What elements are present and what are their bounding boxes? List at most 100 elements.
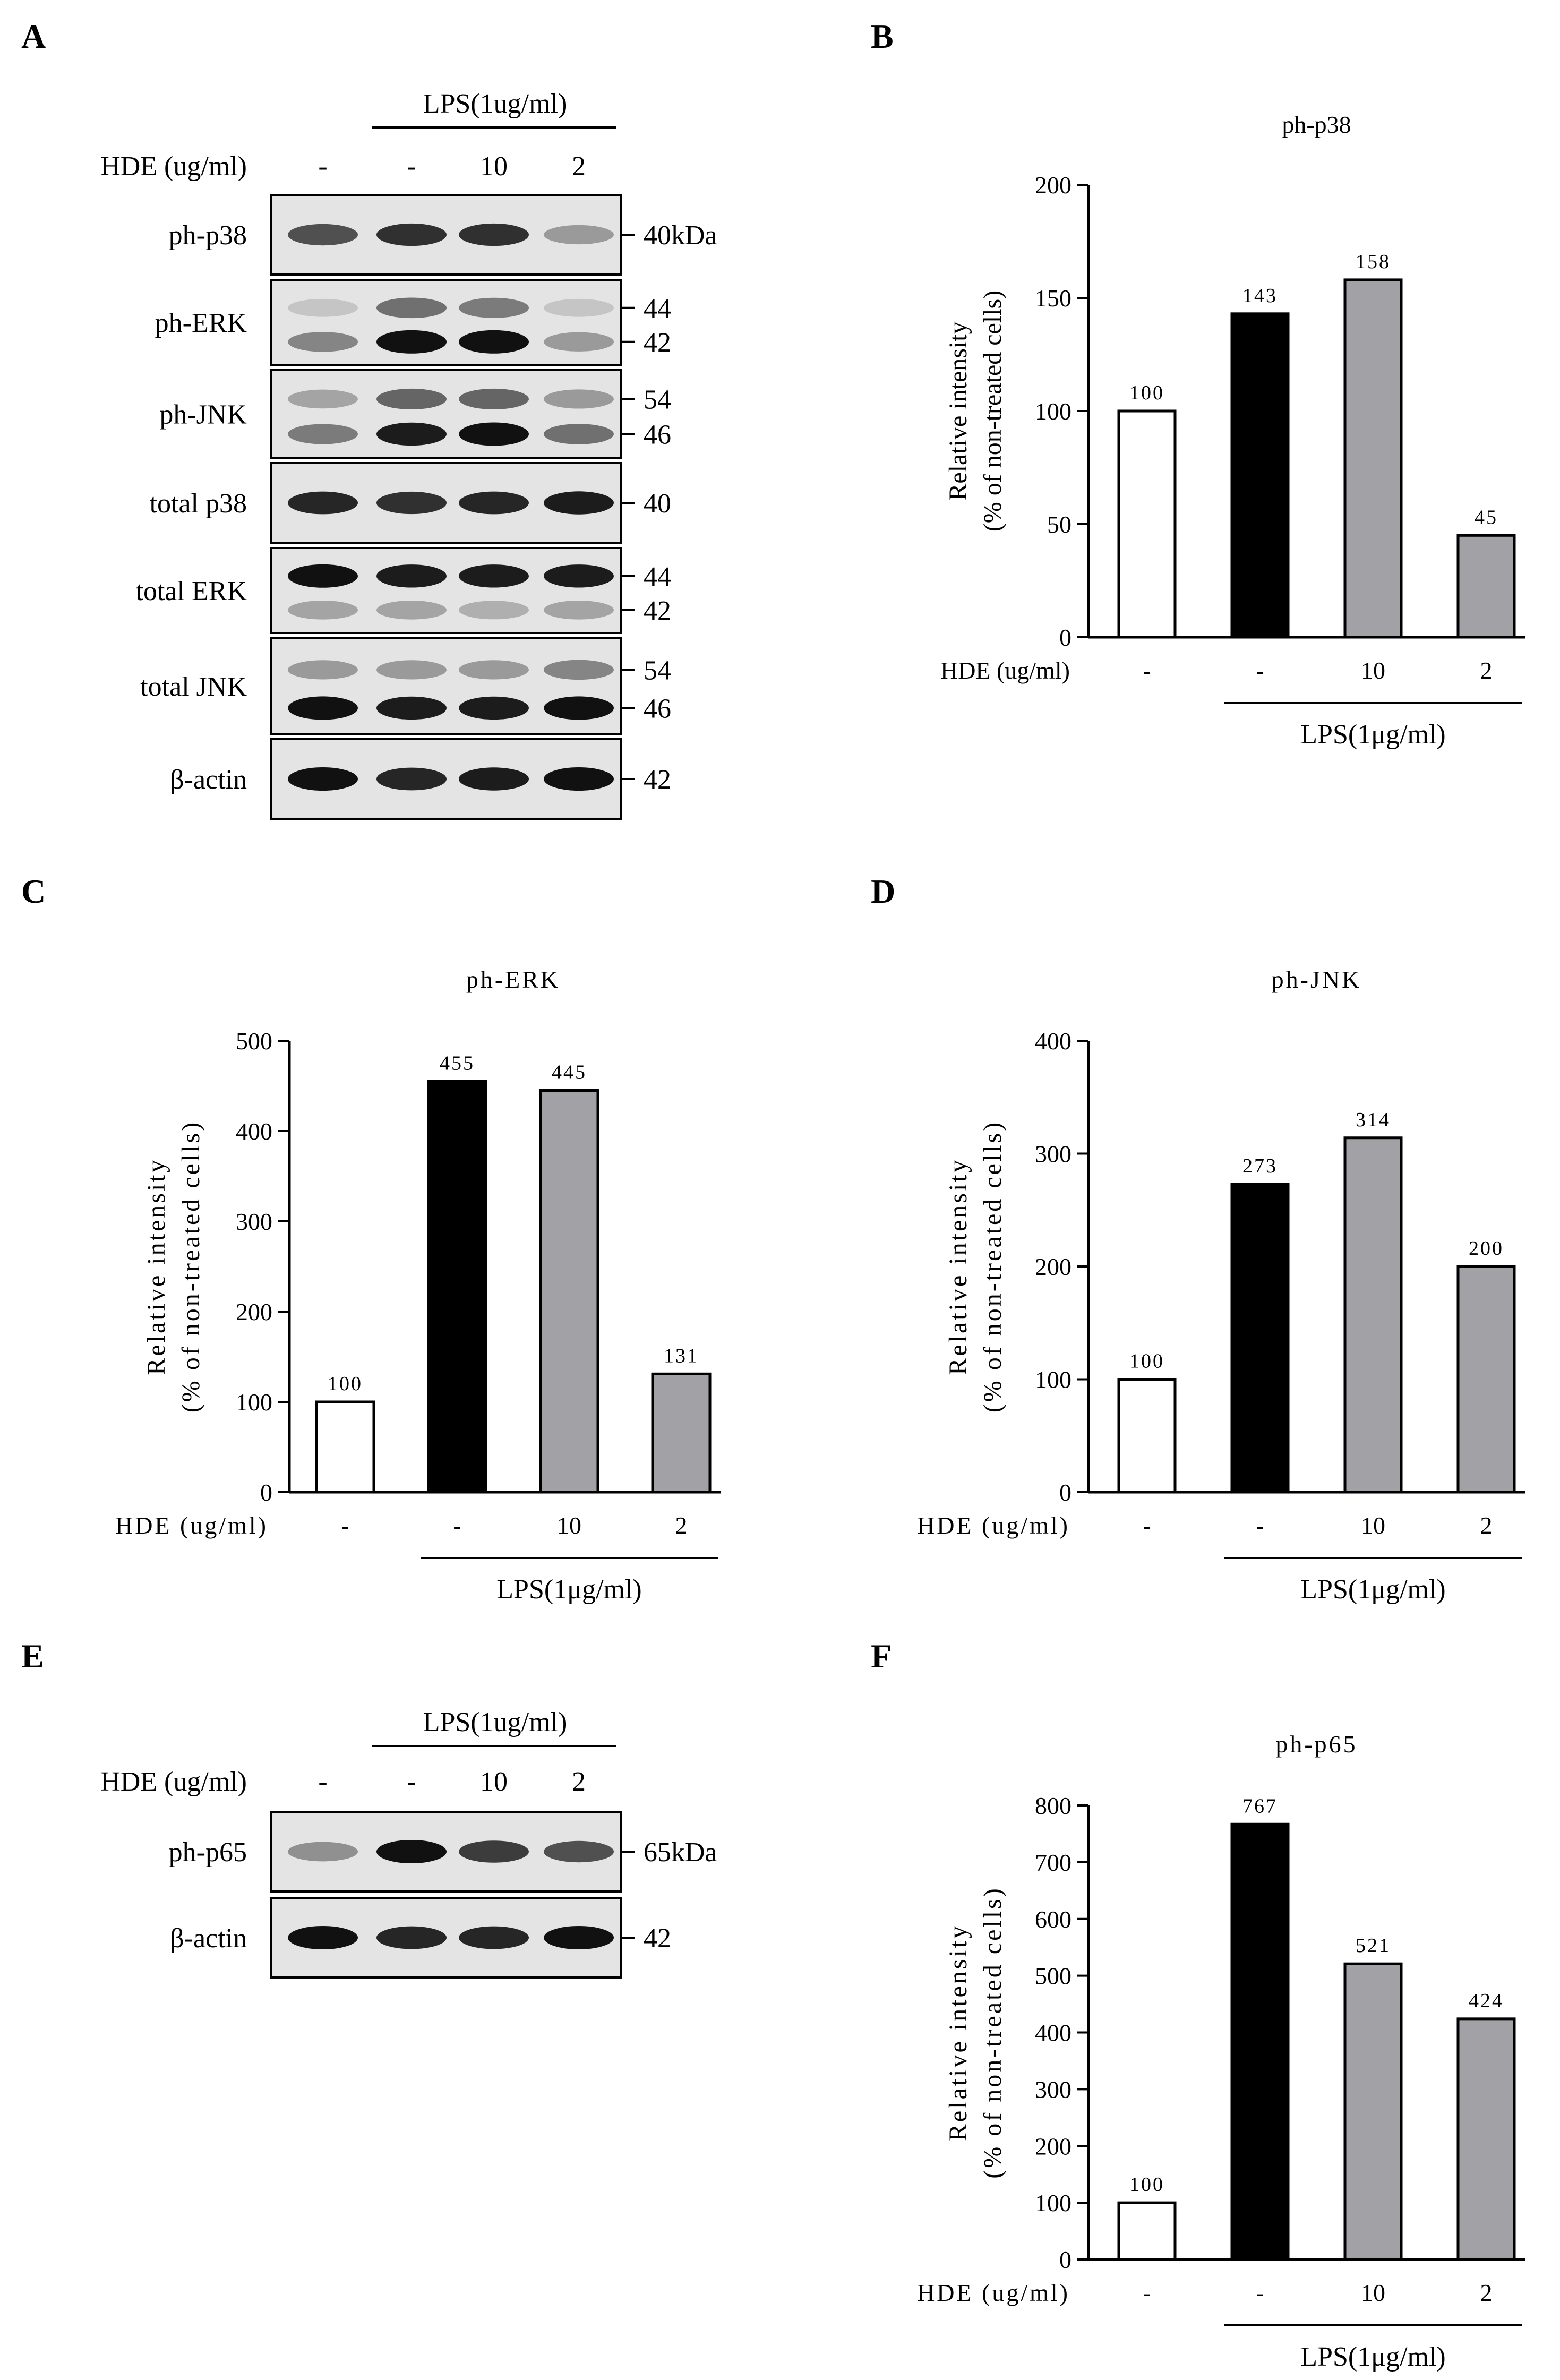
y-axis-label: Relative intensity bbox=[944, 1924, 972, 2141]
y-tick-label: 800 bbox=[1035, 1792, 1072, 1819]
y-tick-label: 400 bbox=[1035, 1028, 1072, 1055]
western-blot-e: LPS(1ug/ml) HDE (ug/ml) - - 10 2 ph-p65 65kDa β-… bbox=[100, 1707, 717, 1979]
blot-marker-label: 65kDa bbox=[644, 1837, 717, 1868]
blot-band bbox=[459, 297, 529, 318]
y-axis-label: (% of non-treated cells) bbox=[979, 1886, 1007, 2178]
lps-bracket-label: LPS(1μg/ml) bbox=[496, 1574, 641, 1605]
y-tick-label: 0 bbox=[260, 1479, 272, 1506]
blot-row-name: total JNK bbox=[140, 672, 247, 702]
blot-marker-label: 44 bbox=[644, 562, 671, 592]
y-tick-label: 200 bbox=[1035, 172, 1072, 199]
y-tick-label: 100 bbox=[1035, 2189, 1072, 2216]
bar-chart-ph-jnk: ph-JNK 0 100 200 300 400 Relative intensity (% … bbox=[917, 966, 1525, 1605]
bar bbox=[651, 1372, 712, 1494]
blot-band bbox=[376, 767, 447, 791]
panel-label-e: E bbox=[21, 1637, 44, 1675]
bar bbox=[1343, 1962, 1403, 2261]
panel-label-d: D bbox=[871, 872, 895, 910]
data-label: 100 bbox=[1129, 1350, 1164, 1373]
blot-lane-label: 10 bbox=[480, 151, 508, 182]
bar bbox=[1117, 409, 1177, 639]
blot-row-name: β-actin bbox=[170, 765, 247, 795]
blot-band bbox=[376, 601, 447, 620]
blot-band bbox=[544, 767, 614, 791]
chart-title: ph-p38 bbox=[1282, 111, 1351, 138]
blot-band bbox=[544, 1926, 614, 1949]
y-tick-label: 100 bbox=[236, 1389, 272, 1416]
blot-band bbox=[288, 1842, 358, 1862]
blot-band bbox=[459, 422, 529, 446]
x-axis-label: HDE (ug/ml) bbox=[115, 1512, 268, 1539]
blot-lane-label: 10 bbox=[480, 1767, 508, 1797]
blot-band bbox=[376, 422, 447, 446]
lps-bracket-label: LPS(1μg/ml) bbox=[1300, 2342, 1445, 2372]
y-tick-label: 600 bbox=[1035, 1906, 1072, 1933]
data-label: 314 bbox=[1356, 1109, 1391, 1131]
y-tick-label: 100 bbox=[1035, 1366, 1072, 1393]
x-tick-label: - bbox=[1256, 2279, 1264, 2306]
bar bbox=[1456, 2017, 1516, 2261]
y-tick-label: 500 bbox=[236, 1028, 272, 1055]
data-label: 521 bbox=[1356, 1934, 1391, 1957]
blot-membrane bbox=[270, 547, 622, 634]
blot-treatment-label: LPS(1ug/ml) bbox=[423, 89, 568, 119]
blot-band bbox=[376, 1926, 447, 1949]
x-tick-label: - bbox=[1143, 1512, 1151, 1539]
blot-band bbox=[544, 1840, 614, 1863]
x-tick-label: - bbox=[453, 1512, 461, 1539]
y-tick-label: 400 bbox=[1035, 2019, 1072, 2047]
blot-band bbox=[288, 564, 358, 588]
blot-row-name: total ERK bbox=[136, 576, 247, 606]
x-tick-label: 10 bbox=[1361, 1512, 1385, 1539]
blot-band bbox=[288, 1926, 358, 1949]
data-label: 200 bbox=[1469, 1237, 1504, 1260]
bar bbox=[315, 1400, 375, 1494]
y-tick-label: 300 bbox=[1035, 2076, 1072, 2103]
y-tick-label: 500 bbox=[1035, 1963, 1072, 1990]
blot-band bbox=[288, 767, 358, 791]
blot-band bbox=[288, 332, 358, 352]
y-tick-label: 300 bbox=[236, 1208, 272, 1235]
lps-bracket-label: LPS(1μg/ml) bbox=[1300, 1574, 1445, 1605]
blot-membrane bbox=[270, 369, 622, 459]
x-axis-label: HDE (ug/ml) bbox=[940, 657, 1070, 684]
x-tick-label: - bbox=[1143, 2279, 1151, 2306]
blot-row-name: ph-JNK bbox=[159, 400, 247, 430]
blot-treatment-label: LPS(1ug/ml) bbox=[423, 1707, 568, 1737]
y-axis-label: (% of non-treated cells) bbox=[177, 1120, 205, 1412]
y-tick-label: 300 bbox=[1035, 1141, 1072, 1168]
blot-band bbox=[459, 564, 529, 588]
panel-label-c: C bbox=[21, 872, 46, 910]
blot-band bbox=[544, 491, 614, 515]
bar-chart-ph-p38: ph-p38 0 50 100 150 200 Relative intensity (% o… bbox=[940, 111, 1525, 750]
y-axis-label: Relative intensity bbox=[944, 1158, 972, 1375]
x-tick-label: 2 bbox=[1480, 1512, 1493, 1539]
blot-lane-label: - bbox=[407, 151, 416, 182]
blot-band bbox=[544, 225, 614, 245]
western-blot-a: LPS(1ug/ml) HDE (ug/ml) - - 10 2 ph-p38 40kDa ph… bbox=[100, 89, 717, 820]
bar bbox=[1456, 534, 1516, 639]
blot-band bbox=[459, 1840, 529, 1863]
blot-band bbox=[459, 696, 529, 720]
data-label: 424 bbox=[1469, 1990, 1504, 2012]
bar bbox=[1117, 1378, 1177, 1494]
panel-label-f: F bbox=[871, 1637, 892, 1675]
bar bbox=[539, 1089, 599, 1494]
panel-label-b: B bbox=[871, 18, 894, 55]
blot-band bbox=[376, 491, 447, 515]
blot-band bbox=[376, 223, 447, 246]
y-axis-label: Relative intensity bbox=[142, 1158, 170, 1375]
blot-marker-label: 42 bbox=[644, 765, 671, 795]
blot-marker-label: 40 bbox=[644, 489, 671, 519]
blot-hde-label: HDE (ug/ml) bbox=[100, 1767, 247, 1797]
chart-title: ph-p65 bbox=[1275, 1731, 1357, 1758]
x-tick-label: - bbox=[1256, 1512, 1264, 1539]
data-label: 445 bbox=[552, 1061, 587, 1084]
x-tick-label: - bbox=[1256, 657, 1264, 684]
blot-band bbox=[288, 696, 358, 720]
blot-band bbox=[376, 1840, 447, 1863]
blot-band bbox=[544, 564, 614, 588]
blot-hde-label: HDE (ug/ml) bbox=[100, 151, 247, 182]
y-tick-label: 700 bbox=[1035, 1849, 1072, 1876]
blot-marker-label: 42 bbox=[644, 596, 671, 626]
